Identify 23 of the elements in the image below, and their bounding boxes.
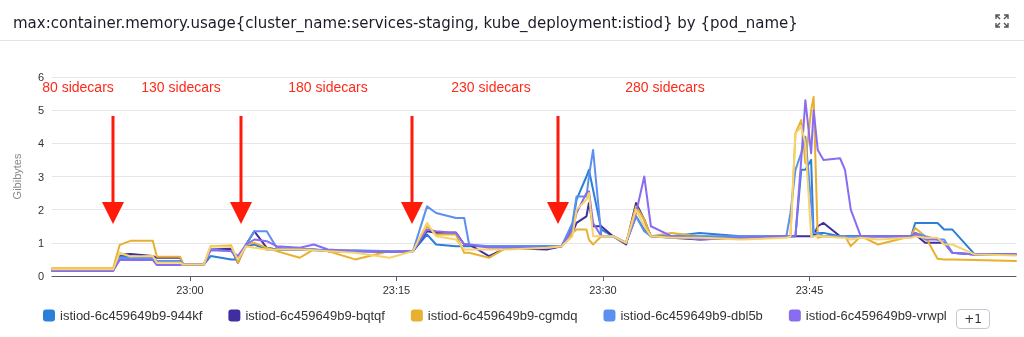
- text: +1: [956, 309, 990, 329]
- legend-label: istiod-6c459649b9-vrwpl: [805, 308, 947, 323]
- annotation: 280 sidecars: [625, 78, 705, 97]
- x-tick-label: 23:45: [795, 283, 824, 296]
- y-tick-label: 0: [37, 270, 44, 282]
- legend-label: istiod-6c459649b9-cgmdq: [427, 308, 578, 323]
- y-tick-label: 4: [37, 137, 44, 150]
- legend-label: istiod-6c459649b9-bqtqf: [245, 308, 386, 323]
- x-tick-label: 23:15: [382, 283, 411, 296]
- x-tick-label: 23:00: [176, 283, 204, 296]
- annotation: 180 sidecars: [288, 78, 368, 97]
- legend-label: istiod-6c459649b9-944kf: [60, 308, 203, 323]
- y-axis-title: Gibibytes: [10, 153, 23, 200]
- y-tick-label: 1: [37, 236, 44, 249]
- y-tick-label: 2: [37, 203, 44, 216]
- x-tick-label: 23:30: [589, 283, 617, 296]
- annotation: 230 sidecars: [451, 78, 531, 97]
- chart-title: max:container.memory.usage{cluster_name:services-staging, kube_deployment:istiod} by {pod_name}: [13, 13, 798, 33]
- annotation: 130 sidecars: [141, 78, 221, 97]
- y-tick-label: 5: [37, 104, 44, 117]
- y-tick-label: 6: [37, 71, 44, 83]
- y-tick-label: 3: [37, 170, 44, 183]
- legend-label: istiod-6c459649b9-dbl5b: [620, 308, 763, 323]
